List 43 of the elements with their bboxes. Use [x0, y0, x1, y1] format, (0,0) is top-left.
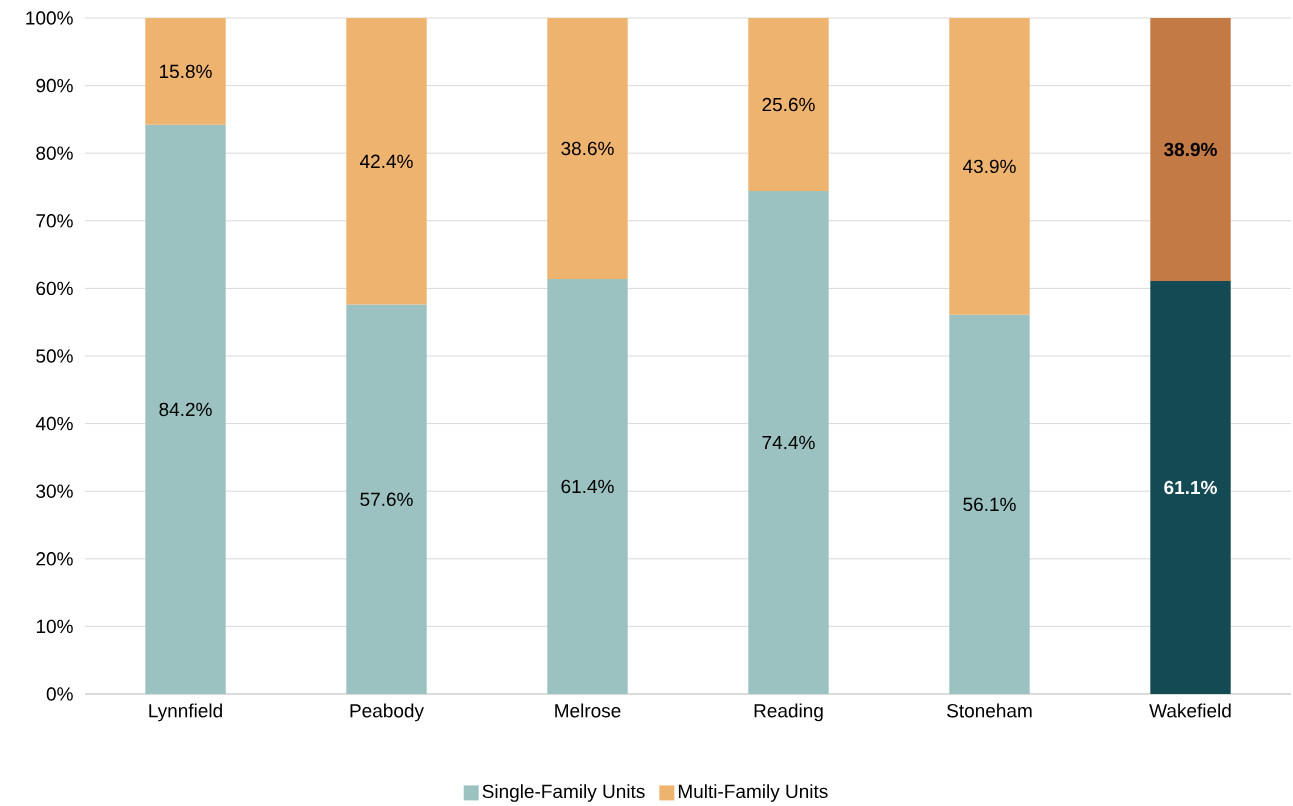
data-label: 42.4%: [360, 154, 413, 168]
bar: [748, 191, 829, 694]
data-label: 56.1%: [963, 497, 1016, 512]
bar: [145, 17, 226, 125]
data-label: 61.4%: [561, 479, 614, 494]
data-label: 61.1%: [1164, 480, 1217, 495]
data-label: 38.6%: [561, 141, 614, 156]
data-label: 38.9%: [1164, 142, 1217, 157]
data-label: 15.8%: [160, 64, 212, 79]
y-tick-label: 90%: [36, 78, 73, 93]
y-tick-label: 20%: [36, 552, 73, 566]
bar: [346, 304, 427, 694]
bar: [1150, 280, 1231, 694]
data-label: 43.9%: [963, 159, 1016, 174]
y-tick-label: 80%: [36, 146, 73, 160]
y-tick-label: 60%: [36, 281, 73, 296]
y-tick-label: 10%: [36, 619, 73, 634]
x-tick-label: Reading: [754, 703, 823, 722]
bar: [748, 17, 829, 192]
data-label: 74.4%: [762, 435, 815, 450]
x-tick-label: Melrose: [555, 703, 621, 718]
legend-label: Multi-Family Units: [678, 784, 828, 802]
x-tick-label: Wakefield: [1149, 703, 1231, 718]
bar: [949, 314, 1030, 694]
x-tick-label: Peabody: [350, 703, 424, 722]
x-tick-label: Lynnfield: [149, 703, 222, 722]
bar: [145, 124, 226, 694]
y-tick-label: 50%: [36, 349, 73, 363]
bar: [547, 278, 628, 694]
bar: [346, 17, 427, 305]
legend-label: Single-Family Units: [482, 784, 645, 802]
data-label: 84.2%: [159, 402, 212, 417]
y-tick-label: 30%: [36, 484, 73, 498]
y-tick-label: 100%: [26, 11, 73, 25]
bar: [547, 17, 628, 279]
y-tick-label: 70%: [36, 214, 73, 228]
data-label: 25.6%: [762, 97, 815, 112]
x-tick-label: Stoneham: [947, 703, 1032, 718]
bar: [949, 17, 1030, 315]
y-tick-label: 0%: [46, 687, 73, 701]
bar: [1150, 17, 1231, 281]
y-tick-label: 40%: [35, 416, 73, 431]
data-label: 57.6%: [360, 492, 413, 507]
